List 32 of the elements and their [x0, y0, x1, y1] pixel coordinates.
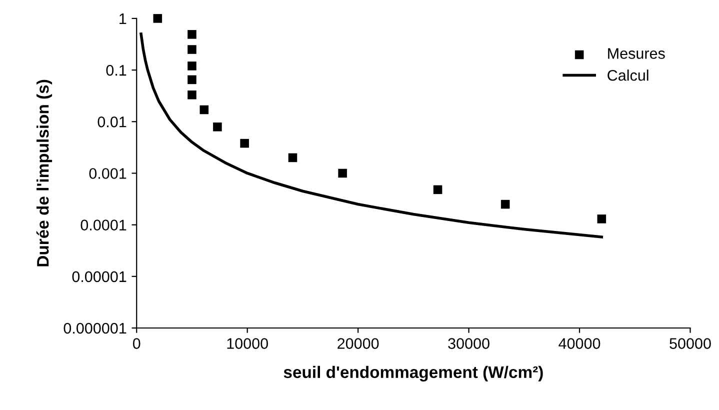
x-tick-label: 50000: [670, 338, 711, 349]
y-tick-label: 0.00001: [72, 271, 126, 282]
y-tick-label: 0.01: [98, 116, 126, 128]
point: [200, 105, 209, 114]
x-tick-label: 20000: [338, 338, 379, 349]
x-tick-label: 0: [132, 338, 140, 349]
y-tick-label: 0.000001: [64, 322, 126, 334]
y-tick-label: 0.1: [106, 64, 126, 76]
x-tick-label: 10000: [227, 338, 268, 349]
y-tick-label: 0.001: [89, 168, 126, 179]
point: [240, 138, 249, 148]
x-tick-label: 40000: [558, 338, 600, 349]
point: [188, 90, 196, 100]
point: [188, 62, 196, 70]
point: [500, 200, 510, 209]
point: [597, 214, 606, 224]
point: [433, 185, 442, 194]
point: [153, 14, 162, 23]
y-tick-label: 1: [120, 13, 126, 24]
x-tick-label: 30000: [448, 338, 490, 349]
line-series: [140, 32, 604, 238]
point: [213, 122, 222, 132]
y-axis-title: Durée de l'impulsion (s): [36, 80, 52, 266]
legend-label: Calcul: [608, 70, 648, 81]
point: [188, 45, 196, 54]
point: [288, 153, 298, 162]
y-tick-label: 0.0001: [80, 220, 126, 231]
x-axis-title: seuil d'endommagement (W/cm²): [284, 366, 543, 382]
legend-label: Mesures: [608, 48, 665, 59]
point: [338, 168, 347, 178]
point: [188, 30, 196, 39]
point: [188, 75, 196, 84]
